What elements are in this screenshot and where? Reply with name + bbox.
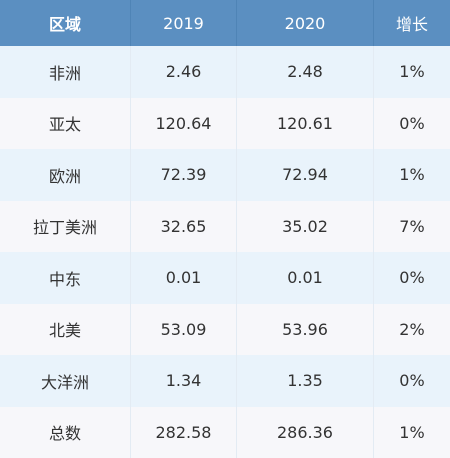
cell-growth: 7% — [399, 216, 425, 236]
cell-2019: 0.01 — [131, 252, 237, 304]
table-row: 亚太 120.64 120.61 0% — [0, 97, 450, 149]
cell-2019: 72.39 — [131, 149, 237, 201]
table-row: 拉丁美洲 32.65 35.02 7% — [0, 200, 450, 252]
table-row: 中东 0.01 0.01 0% — [0, 252, 450, 304]
cell-2019: 53.09 — [131, 303, 237, 355]
cell-2019: 120.64 — [131, 97, 237, 149]
header-growth: 增长 — [395, 15, 428, 34]
cell-growth: 1% — [399, 62, 425, 82]
cell-growth: 1% — [399, 165, 425, 185]
cell-region: 总数 — [0, 406, 131, 458]
table-row-total: 总数 282.58 286.36 1% — [0, 406, 450, 458]
cell-2020: 0.01 — [237, 252, 374, 304]
header-2019: 2019 — [131, 0, 237, 46]
table-header: 区域 2019 2020 增长 — [0, 0, 450, 46]
cell-region: 北美 — [0, 303, 131, 355]
cell-region: 大洋洲 — [0, 355, 131, 407]
table-row: 非洲 2.46 2.48 1% — [0, 46, 450, 98]
cell-region: 欧洲 — [0, 149, 131, 201]
cell-growth: 0% — [399, 113, 425, 133]
cell-region: 非洲 — [0, 46, 131, 98]
cell-2019: 32.65 — [131, 200, 237, 252]
cell-2020: 120.61 — [237, 97, 374, 149]
header-region: 区域 — [0, 0, 131, 46]
cell-2020: 1.35 — [237, 355, 374, 407]
table-row: 北美 53.09 53.96 2% — [0, 303, 450, 355]
table-row: 大洋洲 1.34 1.35 0% — [0, 355, 450, 407]
cell-growth: 0% — [399, 268, 425, 288]
cell-region: 亚太 — [0, 97, 131, 149]
cell-growth: 1% — [399, 422, 425, 442]
cell-2020: 286.36 — [237, 406, 374, 458]
cell-2020: 35.02 — [237, 200, 374, 252]
cell-region: 拉丁美洲 — [0, 200, 131, 252]
cell-growth: 2% — [399, 319, 425, 339]
cell-2019: 282.58 — [131, 406, 237, 458]
table-row: 欧洲 72.39 72.94 1% — [0, 149, 450, 201]
cell-2020: 53.96 — [237, 303, 374, 355]
cell-growth: 0% — [399, 371, 425, 391]
cell-2020: 72.94 — [237, 149, 374, 201]
cell-2019: 1.34 — [131, 355, 237, 407]
cell-2020: 2.48 — [237, 46, 374, 98]
cell-2019: 2.46 — [131, 46, 237, 98]
header-2020: 2020 — [237, 0, 374, 46]
cell-region: 中东 — [0, 252, 131, 304]
